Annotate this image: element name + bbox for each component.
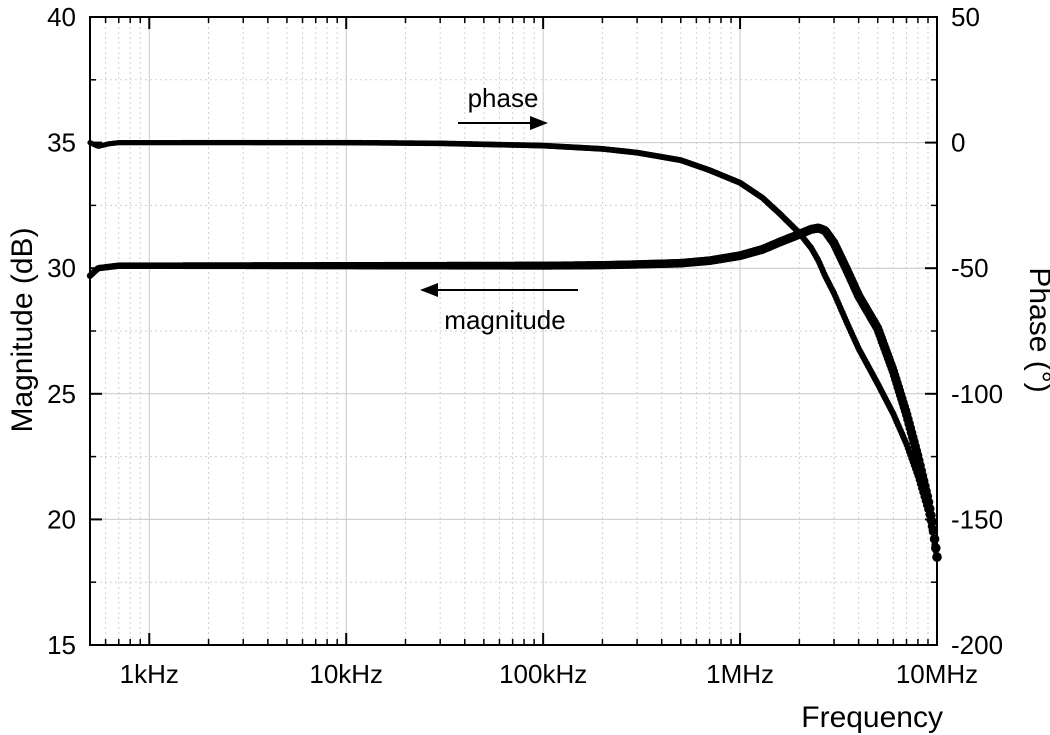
axis-ticks: 1kHz 10kHz 100kHz 1MHz 10MHz 15 20 25 30 35 40 -200… <box>47 2 1003 689</box>
y-left-tick-label: 20 <box>47 504 76 534</box>
phase-annotation: phase <box>458 83 548 130</box>
x-axis-title: Frequency <box>801 701 943 734</box>
phase-arrowhead-icon <box>530 116 548 130</box>
y-right-axis-title: Phase (°) <box>1023 267 1050 392</box>
phase-annotation-label: phase <box>468 83 539 113</box>
y-right-tick-label: -150 <box>951 504 1003 534</box>
x-tick-label: 10kHz <box>309 659 383 689</box>
y-right-tick-label: -100 <box>951 379 1003 409</box>
x-tick-label: 10MHz <box>896 659 978 689</box>
y-left-tick-label: 25 <box>47 379 76 409</box>
x-tick-label: 1MHz <box>706 659 774 689</box>
y-right-tick-label: -200 <box>951 630 1003 660</box>
y-right-tick-label: 0 <box>951 128 965 158</box>
phase-series <box>87 139 941 561</box>
y-right-tick-label: -50 <box>951 253 989 283</box>
x-tick-label: 100kHz <box>499 659 587 689</box>
y-left-tick-label: 30 <box>47 253 76 283</box>
x-tick-label: 1kHz <box>120 659 179 689</box>
phase-point <box>927 523 935 530</box>
phase-point <box>930 535 937 542</box>
phase-point <box>928 529 936 536</box>
y-left-axis-title: Magnitude (dB) <box>6 227 39 432</box>
phase-point <box>932 547 939 555</box>
y-right-tick-label: 50 <box>951 2 980 32</box>
y-left-tick-label: 15 <box>47 630 76 660</box>
plot-grid <box>89 16 938 646</box>
magnitude-arrowhead-icon <box>420 283 438 297</box>
magnitude-annotation-label: magnitude <box>444 305 565 335</box>
phase-point <box>925 511 932 518</box>
y-left-tick-label: 35 <box>47 128 76 158</box>
magnitude-annotation: magnitude <box>420 283 578 335</box>
y-left-tick-label: 40 <box>47 2 76 32</box>
phase-point <box>924 506 931 513</box>
